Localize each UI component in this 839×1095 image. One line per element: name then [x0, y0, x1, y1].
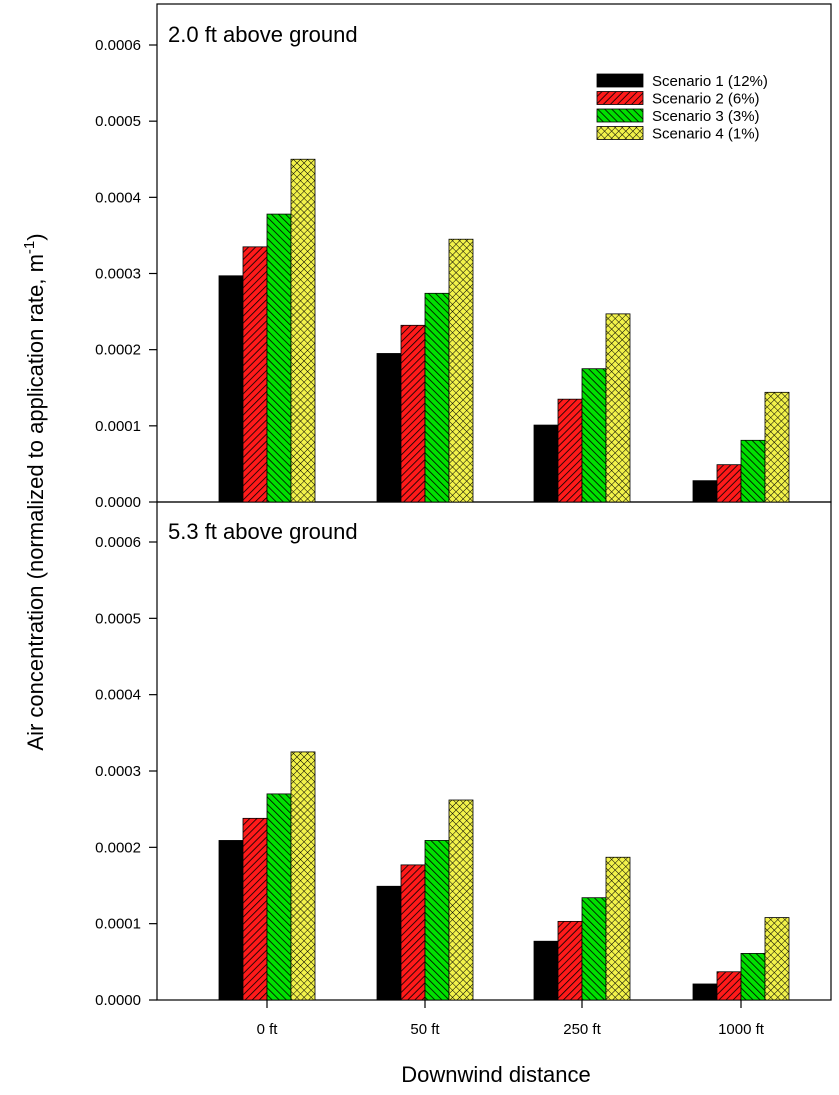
- bar-bottom-series3-2: [424, 840, 450, 1001]
- bar-bottom-series1-4: [692, 983, 718, 1001]
- legend-swatch-2: [596, 91, 644, 105]
- bar-top-series3-4: [740, 439, 766, 503]
- y-tick-label: 0.0005: [95, 610, 141, 627]
- bar-top-series3-1: [266, 213, 292, 503]
- y-tick-label: 0.0005: [95, 113, 141, 130]
- bar-top-series1-1: [218, 275, 244, 503]
- y-tick-label: 0.0000: [95, 992, 141, 1009]
- bar-top-series1-3: [533, 424, 559, 503]
- y-tick-label: 0.0002: [95, 342, 141, 359]
- y-tick-label: 0.0004: [95, 687, 141, 704]
- y-tick-label: 0.0000: [95, 494, 141, 511]
- bar-bottom-series2-4: [716, 971, 742, 1001]
- bar-top-series2-2: [400, 324, 426, 503]
- panel-bottom-title: 5.3 ft above ground: [168, 519, 358, 544]
- bar-bottom-series4-3: [605, 856, 631, 1001]
- bars: [218, 158, 790, 1001]
- bar-bottom-series4-1: [290, 751, 316, 1001]
- bar-bottom-series1-3: [533, 940, 559, 1001]
- y-axis-title: Air concentration (normalized to applica…: [21, 233, 48, 750]
- bar-bottom-series2-1: [242, 817, 268, 1001]
- bar-top-series3-2: [424, 292, 450, 503]
- bar-bottom-series4-4: [764, 917, 790, 1001]
- y-tick-label: 0.0001: [95, 418, 141, 435]
- bar-top-series1-2: [376, 353, 402, 503]
- bar-top-series1-4: [692, 480, 718, 503]
- legend-swatch-4: [596, 126, 644, 140]
- legend-swatch-3: [596, 108, 644, 123]
- bar-top-series2-4: [716, 464, 742, 503]
- legend-label-3: Scenario 3 (3%): [652, 108, 760, 125]
- legend: Scenario 1 (12%)Scenario 2 (6%)Scenario …: [596, 73, 768, 143]
- x-tick-label: 250 ft: [563, 1021, 601, 1038]
- bar-top-series4-4: [764, 391, 790, 503]
- axis-ticks: 0.0000 0.0001 0.0002 0.0003 0.0004 0.0005 0.00…: [95, 37, 765, 1038]
- bar-bottom-series1-2: [376, 885, 402, 1001]
- x-tick-label: 1000 ft: [718, 1021, 765, 1038]
- bar-bottom-series1-1: [218, 840, 244, 1001]
- y-tick-label: 0.0006: [95, 37, 141, 54]
- legend-swatch-1: [596, 73, 644, 88]
- bar-top-series3-3: [581, 368, 607, 503]
- bar-top-series2-3: [557, 398, 583, 503]
- y-tick-label: 0.0004: [95, 189, 141, 206]
- bar-bottom-series3-3: [581, 897, 607, 1001]
- bar-top-series4-2: [448, 238, 474, 503]
- panel-bottom-frame: [156, 501, 832, 1001]
- legend-label-1: Scenario 1 (12%): [652, 73, 768, 90]
- bar-top-series4-3: [605, 313, 631, 503]
- y-tick-label: 0.0006: [95, 534, 141, 551]
- bar-bottom-series2-3: [557, 920, 583, 1001]
- y-tick-label: 0.0001: [95, 916, 141, 933]
- x-tick-label: 0 ft: [257, 1021, 279, 1038]
- y-tick-label: 0.0002: [95, 839, 141, 856]
- bar-top-series4-1: [290, 158, 316, 503]
- bar-bottom-series3-1: [266, 793, 292, 1001]
- y-tick-label: 0.0003: [95, 266, 141, 283]
- bar-bottom-series4-2: [448, 799, 474, 1001]
- x-axis-title: Downwind distance: [401, 1062, 591, 1087]
- x-tick-label: 50 ft: [410, 1021, 440, 1038]
- bar-bottom-series2-2: [400, 864, 426, 1001]
- bar-bottom-series3-4: [740, 953, 766, 1001]
- panel-top-title: 2.0 ft above ground: [168, 22, 358, 47]
- legend-label-2: Scenario 2 (6%): [652, 91, 760, 108]
- legend-label-4: Scenario 4 (1%): [652, 126, 760, 143]
- bar-top-series2-1: [242, 246, 268, 503]
- y-tick-label: 0.0003: [95, 763, 141, 780]
